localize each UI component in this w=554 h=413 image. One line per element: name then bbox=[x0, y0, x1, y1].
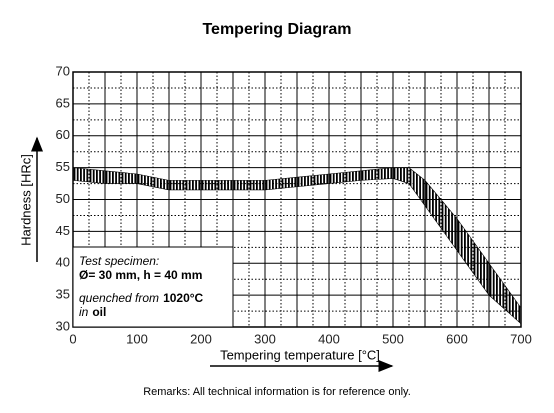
x-tick-label: 300 bbox=[254, 331, 276, 346]
x-axis-label: Tempering temperature [°C] bbox=[220, 347, 380, 362]
y-tick-label: 55 bbox=[56, 159, 70, 174]
band-edge bbox=[72, 178, 522, 325]
x-tick-label: 700 bbox=[510, 331, 532, 346]
annotation-line: Test specimen: bbox=[79, 254, 159, 268]
chart-title: Tempering Diagram bbox=[202, 21, 351, 38]
x-tick-label: 600 bbox=[446, 331, 468, 346]
x-tick-label: 500 bbox=[382, 331, 404, 346]
y-axis-label: Hardness [HRc] bbox=[18, 154, 33, 246]
x-tick-label: 0 bbox=[69, 331, 76, 346]
y-tick-label: 70 bbox=[56, 63, 70, 78]
annotation-text: Test specimen: bbox=[79, 254, 159, 268]
x-tick-label: 200 bbox=[190, 331, 212, 346]
band-fill bbox=[73, 167, 521, 324]
annotation-text: Ø= 30 mm, h = 40 mm bbox=[79, 268, 202, 282]
y-tick-label: 45 bbox=[56, 223, 70, 238]
y-tick-label: 40 bbox=[56, 255, 70, 270]
annotation-line: quenched from 1020°C bbox=[79, 291, 204, 305]
annotation-text: oil bbox=[92, 305, 106, 319]
x-tick-label: 400 bbox=[318, 331, 340, 346]
annotation-text: 1020°C bbox=[163, 291, 203, 305]
annotation-text: quenched from bbox=[79, 291, 159, 305]
annotation-line: in oil bbox=[79, 305, 106, 319]
remarks: Remarks: All technical information is fo… bbox=[143, 386, 411, 398]
annotation-box: Test specimen:Ø= 30 mm, h = 40 mm quenche… bbox=[72, 246, 234, 328]
y-tick-label: 50 bbox=[56, 191, 70, 206]
y-tick-label: 35 bbox=[56, 287, 70, 302]
annotation-line: Ø= 30 mm, h = 40 mm bbox=[79, 268, 202, 282]
plot-area: 0 100 200 300 400 500 600 700 30 35 40 45 50 55 60 65 70… bbox=[56, 63, 532, 346]
plot-frame bbox=[72, 71, 522, 328]
y-tick-label: 65 bbox=[56, 95, 70, 110]
annotation-background bbox=[72, 246, 234, 328]
band-edge bbox=[72, 167, 522, 309]
y-tick-label: 60 bbox=[56, 127, 70, 142]
x-tick-label: 100 bbox=[126, 331, 148, 346]
y-tick-label: 30 bbox=[56, 318, 70, 333]
annotation-text: in bbox=[79, 305, 89, 319]
